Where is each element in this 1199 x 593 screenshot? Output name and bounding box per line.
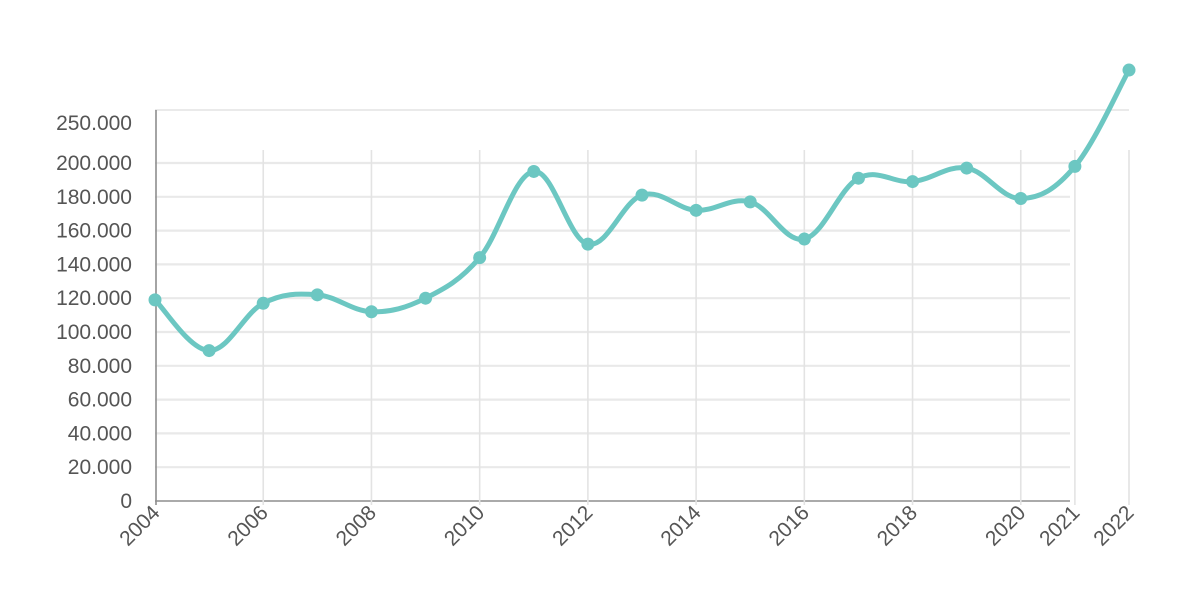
- y-axis-ticks: 0 20.000 40.000 60.000 80.000 100.000 120.000 1…: [56, 112, 132, 513]
- data-point-2004[interactable]: [148, 293, 162, 307]
- data-point-2009[interactable]: [419, 291, 433, 305]
- data-point-2016[interactable]: [797, 232, 811, 246]
- data-point-2022[interactable]: [1122, 63, 1136, 77]
- y-tick-label: 120.000: [56, 287, 132, 310]
- x-tick-label: 2010: [440, 501, 489, 550]
- x-tick-label: 2022: [1089, 501, 1138, 550]
- grid-layer: [155, 109, 1130, 505]
- data-point-2011[interactable]: [527, 164, 541, 178]
- data-point-2006[interactable]: [256, 296, 270, 310]
- data-point-2007[interactable]: [310, 288, 324, 302]
- data-point-2012[interactable]: [581, 237, 595, 251]
- data-point-2015[interactable]: [743, 195, 757, 209]
- y-tick-label: 80.000: [68, 355, 132, 378]
- x-tick-label: 2014: [656, 501, 706, 551]
- data-point-2008[interactable]: [364, 305, 378, 319]
- x-tick-label: 2016: [765, 501, 814, 550]
- series-line: [152, 67, 1132, 354]
- y-tick-label: 180.000: [56, 186, 132, 209]
- y-tick-label: 20.000: [68, 456, 132, 479]
- data-point-2017[interactable]: [851, 171, 865, 185]
- data-point-2020[interactable]: [1014, 191, 1028, 205]
- x-tick-label: 2020: [981, 501, 1030, 550]
- data-point-2010[interactable]: [473, 251, 487, 265]
- y-tick-label: 140.000: [56, 253, 132, 276]
- data-point-2019[interactable]: [960, 161, 974, 175]
- x-tick-label: 2012: [548, 501, 597, 550]
- data-point-2021[interactable]: [1068, 159, 1082, 173]
- x-tick-label: 2006: [223, 501, 272, 550]
- y-tick-label: 40.000: [68, 422, 132, 445]
- y-tick-label: 250.000: [56, 112, 132, 135]
- y-tick-label: 100.000: [56, 321, 132, 344]
- x-axis-ticks: 2004 2006 2008 2010 2012 2014 2016 2018 2020 2021…: [115, 501, 1138, 551]
- y-tick-label: 0: [120, 490, 132, 513]
- y-tick-label: 160.000: [56, 220, 132, 243]
- data-point-2018[interactable]: [906, 175, 920, 189]
- y-tick-label: 60.000: [68, 389, 132, 412]
- x-tick-label: 2021: [1035, 501, 1084, 550]
- y-tick-label: 200.000: [56, 152, 132, 175]
- data-point-2013[interactable]: [635, 188, 649, 202]
- x-tick-label: 2018: [873, 501, 922, 550]
- data-point-2014[interactable]: [689, 203, 703, 217]
- x-tick-label: 2008: [332, 501, 381, 550]
- data-point-2005[interactable]: [202, 344, 216, 358]
- series-layer: [148, 63, 1136, 358]
